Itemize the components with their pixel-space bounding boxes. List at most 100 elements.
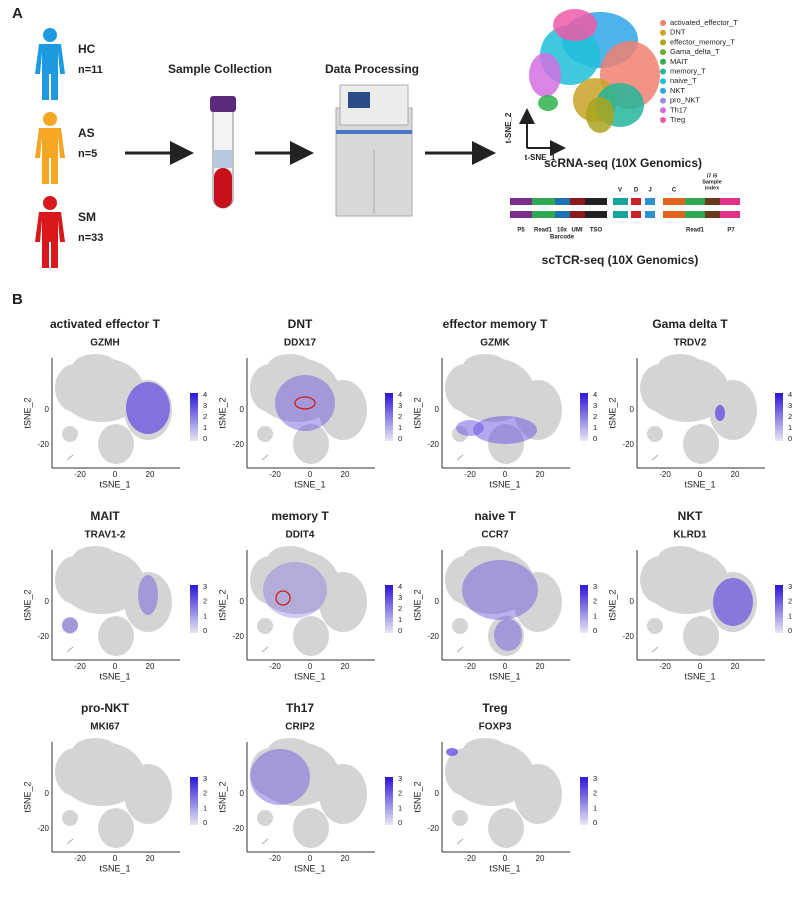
construct-segment: [685, 198, 705, 205]
cell-cloud: [257, 810, 273, 826]
cell-cloud: [452, 618, 468, 634]
expression-area: [275, 375, 335, 431]
colorbar-tick-label: 3: [593, 401, 597, 410]
y-axis-label: tSNE_2: [217, 781, 227, 812]
blood-tube: [210, 96, 236, 209]
colorbar-tick-label: 2: [203, 412, 207, 421]
y-axis-label: tSNE_2: [22, 781, 32, 812]
gene-name: GZMK: [480, 338, 510, 349]
construct-label: P7: [727, 228, 735, 234]
gene-name: KLRD1: [673, 530, 707, 541]
colorbar-tick-label: 3: [203, 401, 207, 410]
artifact: [456, 838, 464, 845]
tsne-cluster: [538, 95, 558, 111]
legend-dot: [660, 49, 666, 56]
gene-name: CCR7: [481, 530, 509, 541]
x-axis-label: tSNE_1: [684, 671, 715, 681]
colorbar-tick-label: 0: [398, 434, 402, 443]
tsne-plot: [441, 546, 570, 661]
legend-dot: [660, 58, 666, 65]
x-tick-label: -20: [74, 470, 86, 479]
y-tick-label: -20: [37, 632, 49, 641]
y-tick-label: -20: [622, 632, 634, 641]
colorbar-tick-label: 0: [788, 434, 792, 443]
artifact: [66, 838, 74, 845]
gene-name: MKI67: [90, 722, 120, 733]
x-tick-label: 0: [308, 854, 313, 863]
x-tick-label: -20: [659, 662, 671, 671]
expression-area: [250, 749, 310, 805]
expression-area: [494, 619, 522, 651]
x-tick-label: 0: [113, 662, 118, 671]
plot-title: memory T: [271, 509, 329, 523]
colorbar-tick-label: 1: [788, 611, 792, 620]
y-tick-label: -20: [427, 824, 439, 833]
construct-label: Read1: [534, 228, 553, 234]
colorbar-tick-label: 0: [398, 818, 402, 827]
colorbar-tick-label: 3: [788, 582, 792, 591]
tsne-plot: [246, 546, 375, 661]
y-tick-label: 0: [435, 405, 440, 414]
cell-cloud: [658, 354, 702, 378]
body: [35, 212, 65, 268]
x-tick-label: -20: [269, 662, 281, 671]
expression-area: [456, 420, 484, 436]
construct-segment: [720, 198, 740, 205]
expression-area: [62, 617, 78, 633]
group-name: SM: [78, 210, 96, 224]
construct-label: D: [634, 188, 639, 194]
gene-name: FOXP3: [479, 722, 512, 733]
colorbar-tick-label: 3: [398, 774, 402, 783]
y-tick-label: -20: [232, 440, 244, 449]
colorbar-tick-label: 4: [398, 390, 402, 399]
colorbar-tick-label: 0: [398, 626, 402, 635]
colorbar-tick-label: 0: [593, 434, 597, 443]
expression-area: [715, 405, 725, 421]
colorbar-tick-label: 4: [788, 390, 792, 399]
expression-area: [713, 578, 753, 626]
construct-label: TSO: [590, 228, 603, 234]
step-label: Sample Collection: [168, 62, 272, 76]
y-axis-label: tSNE_2: [412, 781, 422, 812]
y-tick-label: 0: [435, 789, 440, 798]
colorbar-tick-label: 1: [398, 615, 402, 624]
artifact: [66, 454, 74, 461]
cell-cloud: [683, 616, 719, 656]
tsne-cluster: [529, 53, 561, 97]
construct-segment: [720, 211, 740, 218]
construct-segment: [570, 211, 585, 218]
y-tick-label: 0: [45, 405, 50, 414]
tsne-plot: [441, 354, 570, 469]
person-icon: [35, 196, 65, 268]
legend-label: activated_effector_T: [670, 18, 738, 27]
legend-dot: [660, 107, 666, 114]
tsne-plot: [51, 738, 180, 853]
gene-name: TRDV2: [674, 338, 707, 349]
x-axis-label: tSNE_1: [294, 863, 325, 873]
construct-label: P5: [517, 228, 525, 234]
y-tick-label: 0: [240, 597, 245, 606]
x-axis-label: tSNE_1: [99, 479, 130, 489]
colorbar-tick-label: 1: [398, 803, 402, 812]
y-axis-label: tSNE_2: [607, 589, 617, 620]
cell-cloud: [647, 618, 663, 634]
cell-cloud: [514, 572, 562, 632]
cell-cloud: [73, 354, 117, 378]
gene-name: TRAV1-2: [85, 530, 126, 541]
colorbar-tick-label: 4: [203, 390, 207, 399]
cell-cloud: [293, 808, 329, 848]
colorbar-tick-label: 4: [398, 582, 402, 591]
construct-segment: [510, 198, 532, 205]
gene-name: DDIT4: [286, 530, 315, 541]
x-tick-label: 20: [536, 854, 545, 863]
colorbar: [190, 393, 198, 441]
y-tick-label: 0: [435, 597, 440, 606]
artifact: [261, 838, 269, 845]
construct-label: Sample: [702, 179, 722, 185]
x-axis-label: tSNE_1: [99, 863, 130, 873]
x-tick-label: 0: [113, 470, 118, 479]
colorbar-tick-label: 0: [203, 626, 207, 635]
colorbar-tick-label: 2: [203, 789, 207, 798]
x-tick-label: 0: [308, 662, 313, 671]
panel-label: B: [12, 291, 23, 308]
